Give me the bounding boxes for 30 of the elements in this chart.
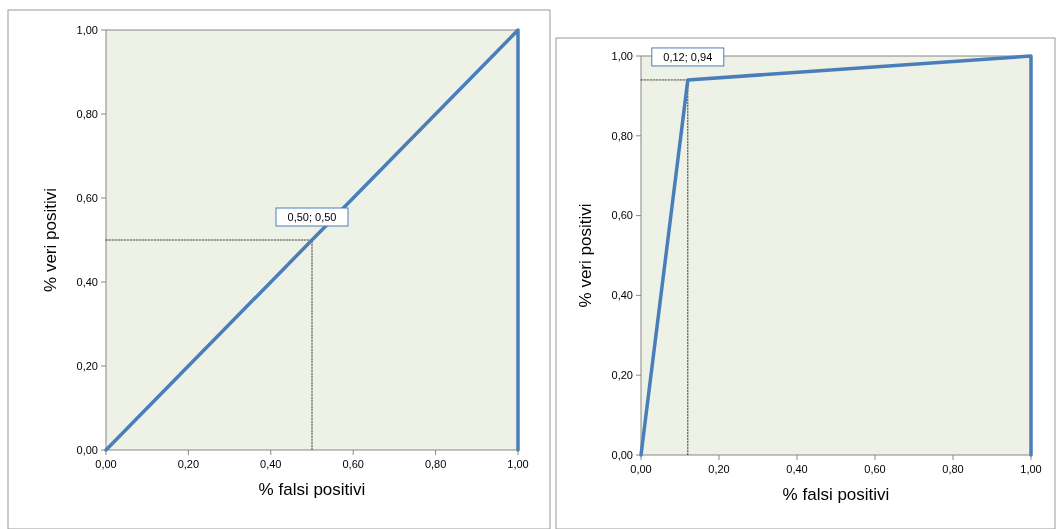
y-axis-title: % veri positivi <box>576 203 595 308</box>
x-tick-label: 0,60 <box>864 463 886 475</box>
x-tick-label: 0,00 <box>630 463 652 475</box>
annotation: 0,50; 0,50 <box>287 211 337 223</box>
y-tick-label: 0,20 <box>611 369 633 382</box>
y-tick-label: 0,60 <box>76 191 98 204</box>
x-tick-label: 1,00 <box>1020 463 1042 475</box>
y-tick-label: 0,40 <box>611 289 633 302</box>
x-tick-label: 1,00 <box>507 458 529 470</box>
y-tick-label: 0,80 <box>76 107 98 120</box>
x-axis-title: % falsi positivi <box>782 485 890 504</box>
x-tick-label: 0,80 <box>942 463 964 475</box>
annotation: 0,12; 0,94 <box>663 50 713 63</box>
y-tick-label: 0,40 <box>76 275 98 288</box>
y-tick-label: 0,00 <box>611 448 633 461</box>
y-tick-label: 1,00 <box>611 49 633 62</box>
y-axis-title: % veri positivi <box>41 188 60 292</box>
x-tick-label: 0,60 <box>342 458 364 470</box>
x-tick-label: 0,40 <box>260 458 282 470</box>
x-tick-label: 0,40 <box>786 463 808 475</box>
y-tick-label: 1,00 <box>76 23 98 36</box>
y-tick-label: 0,60 <box>611 209 633 222</box>
x-tick-label: 0,20 <box>177 458 200 470</box>
x-tick-label: 0,80 <box>424 458 447 470</box>
x-tick-label: 0,20 <box>708 463 730 475</box>
x-axis-title: % falsi positivi <box>258 480 366 499</box>
y-tick-label: 0,80 <box>611 129 633 142</box>
y-tick-label: 0,20 <box>76 359 98 372</box>
y-tick-label: 0,00 <box>76 443 98 456</box>
x-tick-label: 0,00 <box>95 458 117 470</box>
